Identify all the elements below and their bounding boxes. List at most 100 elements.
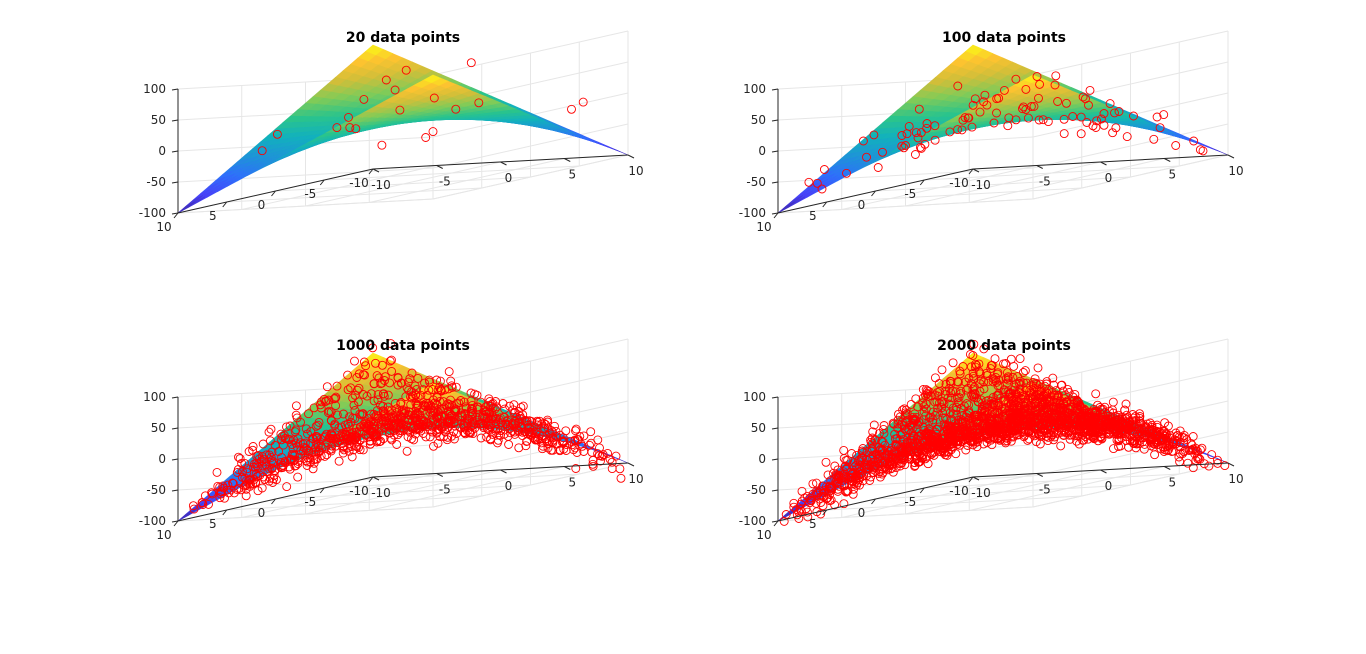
z-tick-label: -100 [739,206,766,220]
y-tick-label: -5 [304,187,316,201]
z-tick [772,89,778,90]
z-tick-label: 50 [151,421,166,435]
y-tick-label: 0 [858,198,866,212]
y-tick-label: 10 [156,220,171,234]
data-point [1150,135,1158,143]
data-point [265,428,273,436]
y-tick-label: -10 [949,176,969,190]
x-tick-label: 10 [628,472,643,486]
x-tick-label: 10 [628,164,643,178]
z-tick-label: -50 [746,175,766,189]
data-point [445,368,453,376]
x-tick [501,162,507,165]
data-point [323,383,331,391]
subplot-title: 100 data points [942,30,1066,46]
data-point [822,458,830,466]
data-point [294,473,302,481]
z-tick-label: -50 [146,483,166,497]
data-point [1172,142,1180,150]
z-tick-label: -50 [146,175,166,189]
data-point [1184,459,1192,467]
data-point [505,441,513,449]
x-tick [564,159,570,162]
data-point [335,457,343,465]
data-point [805,178,813,186]
y-tick-label: -10 [349,484,369,498]
x-tick-label: 0 [505,171,513,185]
x-tick-label: 5 [568,476,576,490]
z-tick [172,428,178,429]
z-tick [772,151,778,152]
data-point [820,166,828,174]
z-tick [172,397,178,398]
data-point [1151,451,1159,459]
x-tick-label: -5 [1039,175,1051,189]
x-tick-label: 5 [1168,168,1176,182]
x-tick-label: 5 [568,168,576,182]
data-point [453,430,461,438]
x-tick-label: 10 [1228,164,1243,178]
z-tick-label: -100 [139,206,166,220]
data-point [213,468,221,476]
data-point [403,447,411,455]
y-tick-label: 0 [258,506,266,520]
surface [778,45,1228,213]
data-point [1060,130,1068,138]
data-point [519,402,527,410]
x-tick-label: -5 [439,175,451,189]
data-point [1199,147,1207,155]
data-point [616,465,624,473]
data-point [1153,113,1161,121]
x-tick-label: -5 [439,483,451,497]
y-tick-label: -5 [304,495,316,509]
data-point [874,164,882,172]
data-point [840,446,848,454]
data-point [292,411,300,419]
y-tick-label: 0 [258,198,266,212]
data-points [189,340,625,513]
y-tick-label: 10 [156,528,171,542]
data-point [617,474,625,482]
z-tick [772,182,778,183]
data-point [292,402,300,410]
z-tick [172,89,178,90]
z-tick-label: 0 [158,144,166,158]
data-point [467,59,475,67]
z-tick-label: 0 [158,452,166,466]
x-tick [1101,162,1107,165]
data-point [267,425,275,433]
surface [178,45,628,213]
x-tick [1164,159,1170,162]
data-points [780,340,1229,525]
data-point [1077,130,1085,138]
z-tick-label: 0 [758,144,766,158]
data-point [911,151,919,159]
y-tick-label: 5 [209,209,217,223]
data-point [568,105,576,113]
y-tick-label: -10 [349,176,369,190]
data-point [1052,72,1060,80]
x-tick [1228,155,1234,158]
y-tick-label: 5 [209,517,217,531]
y-tick-label: -5 [904,187,916,201]
x-tick-label: 0 [505,479,513,493]
x-tick-label: 0 [1105,171,1113,185]
data-point [991,355,999,363]
data-point [1205,462,1213,470]
z-tick-label: 100 [143,390,166,404]
z-tick [172,459,178,460]
z-tick-label: 100 [143,82,166,96]
z-tick [172,120,178,121]
data-point [351,357,359,365]
x-tick [628,463,634,466]
x-tick-label: -10 [371,178,391,192]
data-point [1016,355,1024,363]
subplot-title: 1000 data points [336,338,470,354]
z-tick [772,120,778,121]
data-point [949,359,957,367]
